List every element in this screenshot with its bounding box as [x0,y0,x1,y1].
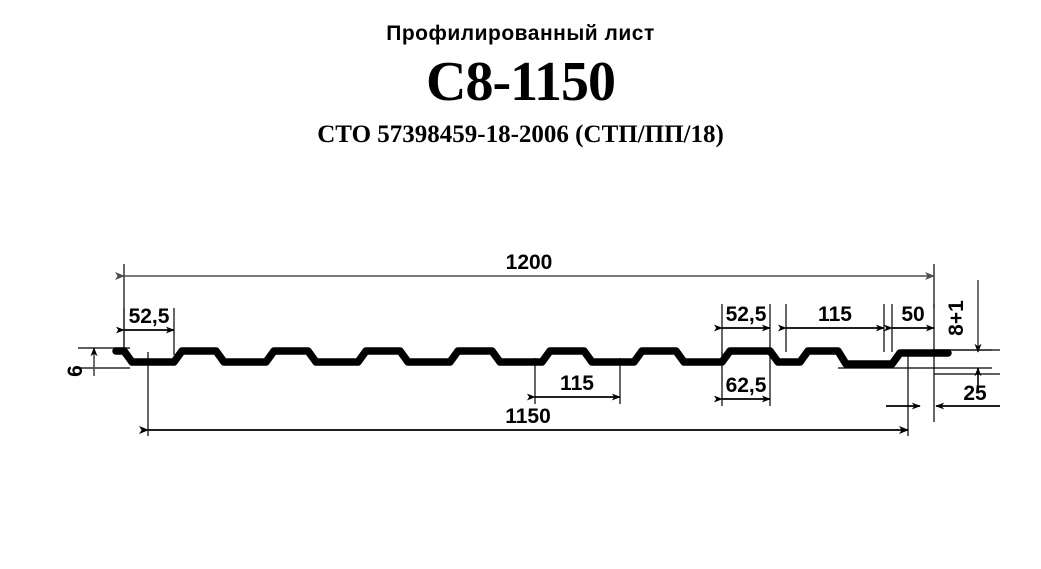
dimension-left-crest: 52,5 [115,305,175,334]
dim-label-62-5: 62,5 [726,374,767,397]
dimension-overall-bottom: 1150 [139,405,909,434]
dim-label-50: 50 [901,303,924,326]
standard-reference: СТО 57398459-18-2006 (СТП/ПП/18) [317,120,724,148]
dimension-pitch-middle: 115 [526,372,621,401]
profile-drawing: 1200 52,5 6 115 52,5 [0,240,1041,470]
product-code: C8-1150 [426,51,616,114]
dim-label-1200: 1200 [506,251,553,274]
dim-label-115-middle: 115 [560,372,594,395]
sheet-profile-outline [112,347,952,368]
dimension-pitch-right: 115 [777,303,885,332]
dim-label-right-52-5: 52,5 [726,303,767,326]
dimension-right-crest-top: 52,5 [713,303,771,332]
dimension-end-flat: 50 [883,303,935,332]
dimension-height: 8+1 [945,280,992,369]
dimension-overlap: 25 [886,367,1000,410]
drawing-subtitle: Профилированный лист [386,22,655,45]
dim-label-25: 25 [963,382,987,405]
dimension-overall-top: 1200 [115,251,935,280]
dimension-thickness: 6 [64,347,98,377]
dim-label-115-right: 115 [818,303,852,326]
dim-label-left-52-5: 52,5 [129,305,170,328]
dim-label-6: 6 [64,365,87,377]
title-block: Профилированный лист C8-1150 СТО 5739845… [0,22,1041,148]
dim-label-8plus1: 8+1 [945,300,968,336]
dimension-right-crest-bottom: 62,5 [713,374,771,403]
dim-label-1150: 1150 [505,405,551,428]
